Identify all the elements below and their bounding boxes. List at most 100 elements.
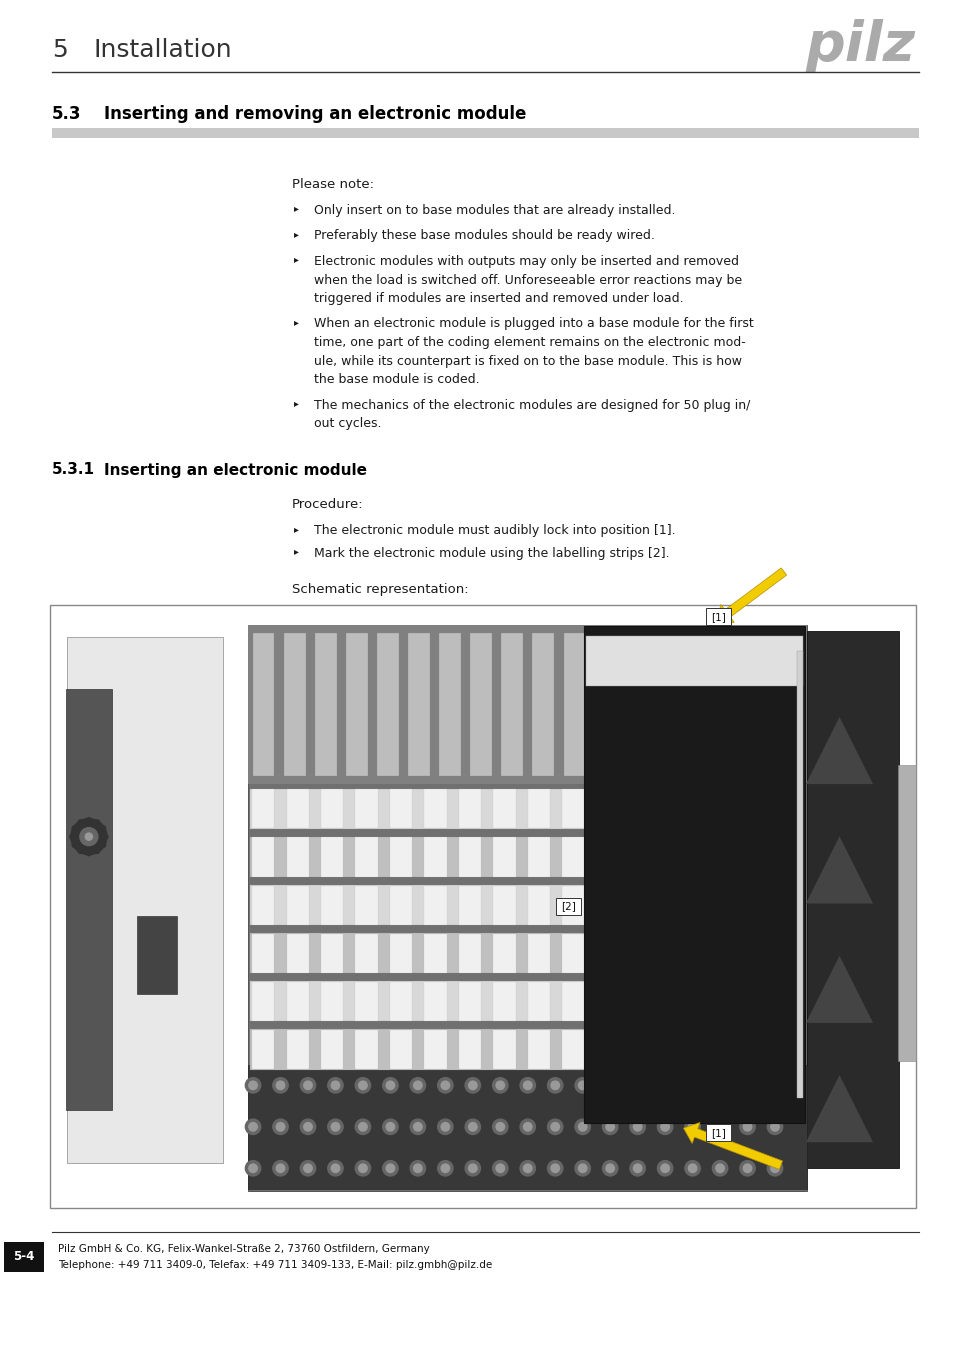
Bar: [561, 1030, 584, 1069]
Text: pilz: pilz: [805, 19, 915, 73]
Circle shape: [273, 1077, 288, 1094]
Text: 5-4: 5-4: [13, 1250, 34, 1264]
Bar: [781, 633, 802, 776]
Bar: [665, 934, 687, 973]
Circle shape: [328, 1119, 343, 1134]
Circle shape: [355, 1077, 370, 1094]
Bar: [286, 934, 309, 973]
Circle shape: [684, 1077, 700, 1094]
Text: ▸: ▸: [294, 524, 298, 535]
Bar: [768, 790, 791, 829]
Bar: [594, 633, 616, 776]
Circle shape: [440, 1123, 449, 1131]
Circle shape: [492, 1161, 507, 1176]
Bar: [700, 981, 721, 1021]
Circle shape: [382, 1119, 397, 1134]
Text: Schematic representation:: Schematic representation:: [292, 583, 468, 597]
Circle shape: [629, 1077, 644, 1094]
Bar: [806, 632, 898, 1168]
Circle shape: [602, 1077, 618, 1094]
Circle shape: [465, 1077, 480, 1094]
Text: Telephone: +49 711 3409-0, Telefax: +49 711 3409-133, E-Mail: pilz.gmbh@pilz.de: Telephone: +49 711 3409-0, Telefax: +49 …: [58, 1260, 492, 1270]
Bar: [768, 837, 791, 876]
Circle shape: [328, 1161, 343, 1176]
Circle shape: [715, 1164, 723, 1173]
Bar: [596, 981, 618, 1021]
Bar: [67, 637, 222, 1162]
Circle shape: [715, 1081, 723, 1089]
Bar: [665, 837, 687, 876]
Circle shape: [660, 1123, 669, 1131]
Text: When an electronic module is plugged into a base module for the first: When an electronic module is plugged int…: [314, 317, 753, 331]
Circle shape: [575, 1161, 590, 1176]
Circle shape: [249, 1164, 257, 1173]
Circle shape: [740, 1077, 755, 1094]
Circle shape: [468, 1164, 476, 1173]
Bar: [631, 837, 653, 876]
Bar: [355, 934, 377, 973]
Circle shape: [465, 1119, 480, 1134]
Bar: [734, 837, 756, 876]
Bar: [897, 765, 915, 1061]
Polygon shape: [716, 568, 786, 622]
Bar: [665, 1030, 687, 1069]
Polygon shape: [805, 956, 872, 1023]
Circle shape: [437, 1077, 453, 1094]
Bar: [320, 790, 343, 829]
Text: ▸: ▸: [294, 204, 298, 213]
Bar: [66, 690, 112, 1110]
Circle shape: [276, 1081, 284, 1089]
Bar: [355, 1030, 377, 1069]
Bar: [596, 790, 618, 829]
Circle shape: [410, 1119, 425, 1134]
Circle shape: [245, 1161, 260, 1176]
Circle shape: [688, 1081, 696, 1089]
Bar: [252, 1030, 274, 1069]
Circle shape: [468, 1123, 476, 1131]
Bar: [631, 790, 653, 829]
Circle shape: [578, 1081, 586, 1089]
Circle shape: [331, 1123, 339, 1131]
Bar: [561, 934, 584, 973]
Bar: [700, 1030, 721, 1069]
Circle shape: [547, 1077, 562, 1094]
Bar: [656, 633, 678, 776]
Bar: [561, 981, 584, 1021]
Circle shape: [740, 1161, 755, 1176]
Bar: [286, 886, 309, 925]
Circle shape: [492, 1077, 507, 1094]
Bar: [493, 790, 516, 829]
Circle shape: [101, 842, 106, 848]
Bar: [631, 981, 653, 1021]
Circle shape: [71, 818, 107, 855]
Bar: [501, 633, 522, 776]
Circle shape: [602, 1119, 618, 1134]
Bar: [705, 609, 730, 625]
Circle shape: [523, 1164, 532, 1173]
Text: [1]: [1]: [710, 1127, 725, 1138]
Circle shape: [78, 848, 83, 853]
Text: when the load is switched off. Unforeseeable error reactions may be: when the load is switched off. Unforesee…: [314, 274, 741, 286]
Bar: [286, 981, 309, 1021]
Text: Installation: Installation: [94, 38, 233, 62]
Circle shape: [496, 1081, 504, 1089]
Circle shape: [72, 826, 77, 830]
Bar: [424, 790, 446, 829]
Bar: [390, 837, 412, 876]
Circle shape: [492, 1119, 507, 1134]
Circle shape: [101, 826, 106, 830]
Circle shape: [303, 1081, 312, 1089]
Bar: [797, 651, 802, 1099]
Text: Pilz GmbH & Co. KG, Felix-Wankel-Straße 2, 73760 Ostfildern, Germany: Pilz GmbH & Co. KG, Felix-Wankel-Straße …: [58, 1245, 429, 1254]
Bar: [346, 633, 367, 776]
Bar: [286, 790, 309, 829]
Circle shape: [688, 1123, 696, 1131]
Bar: [532, 633, 554, 776]
Bar: [355, 981, 377, 1021]
Bar: [314, 633, 336, 776]
Circle shape: [276, 1164, 284, 1173]
Bar: [596, 837, 618, 876]
Circle shape: [465, 1161, 480, 1176]
Circle shape: [657, 1161, 672, 1176]
Text: Please note:: Please note:: [292, 178, 374, 190]
